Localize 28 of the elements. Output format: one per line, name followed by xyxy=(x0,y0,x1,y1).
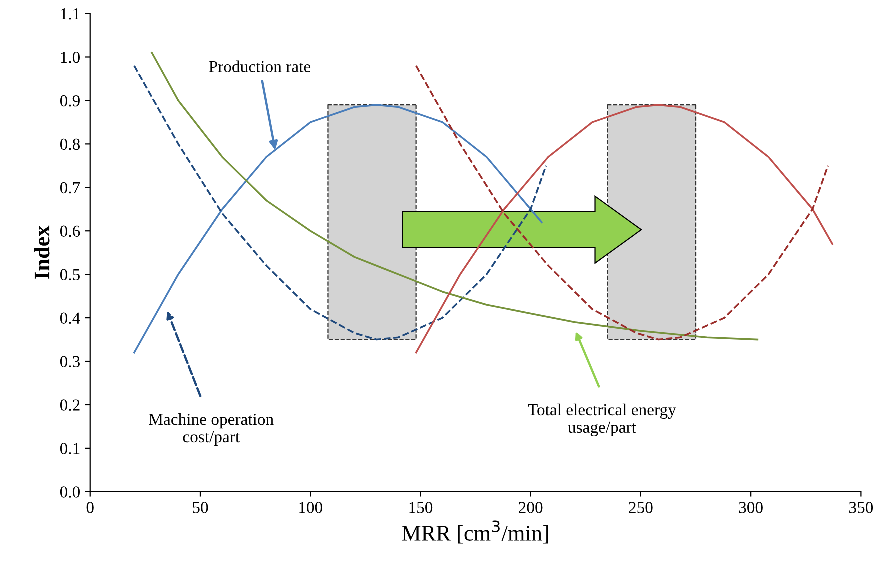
y-tick-label: 0.3 xyxy=(60,356,80,368)
y-tick-label: 0.9 xyxy=(60,95,80,107)
y-tick-label: 0.0 xyxy=(60,486,80,498)
x-tick-label: 300 xyxy=(739,502,763,514)
line-series xyxy=(415,104,834,354)
y-tick-label: 0.8 xyxy=(60,138,80,150)
x-tick-label: 100 xyxy=(300,502,322,514)
y-axis-title: Index xyxy=(34,226,50,280)
y-tick-label: 0.1 xyxy=(60,443,80,454)
y-tick-label: 1.0 xyxy=(61,52,80,64)
annotation: Total electrical energy usage/part xyxy=(528,404,676,437)
line-series xyxy=(151,52,759,341)
y-tick-label: 1.1 xyxy=(61,8,80,20)
y-tick-label: 0.5 xyxy=(60,269,80,281)
x-tick-label: 150 xyxy=(410,502,433,514)
y-tick-label: 0.6 xyxy=(60,226,80,238)
x-tick-label: 0 xyxy=(86,502,94,514)
y-tick-label: 0.2 xyxy=(60,400,80,412)
annotation: Production rate xyxy=(209,60,311,72)
x-tick-label: 200 xyxy=(519,502,543,514)
annotation: Machine operation cost/part xyxy=(149,413,274,446)
y-tick-label: 0.7 xyxy=(60,182,80,194)
x-tick-label: 50 xyxy=(193,502,208,514)
x-axis-title: MRR [cm$^{3}$/min] xyxy=(402,520,548,544)
x-tick-label: 350 xyxy=(849,502,874,514)
line-series xyxy=(415,65,830,341)
x-tick-label: 250 xyxy=(629,502,653,514)
y-tick-label: 0.4 xyxy=(60,312,80,324)
